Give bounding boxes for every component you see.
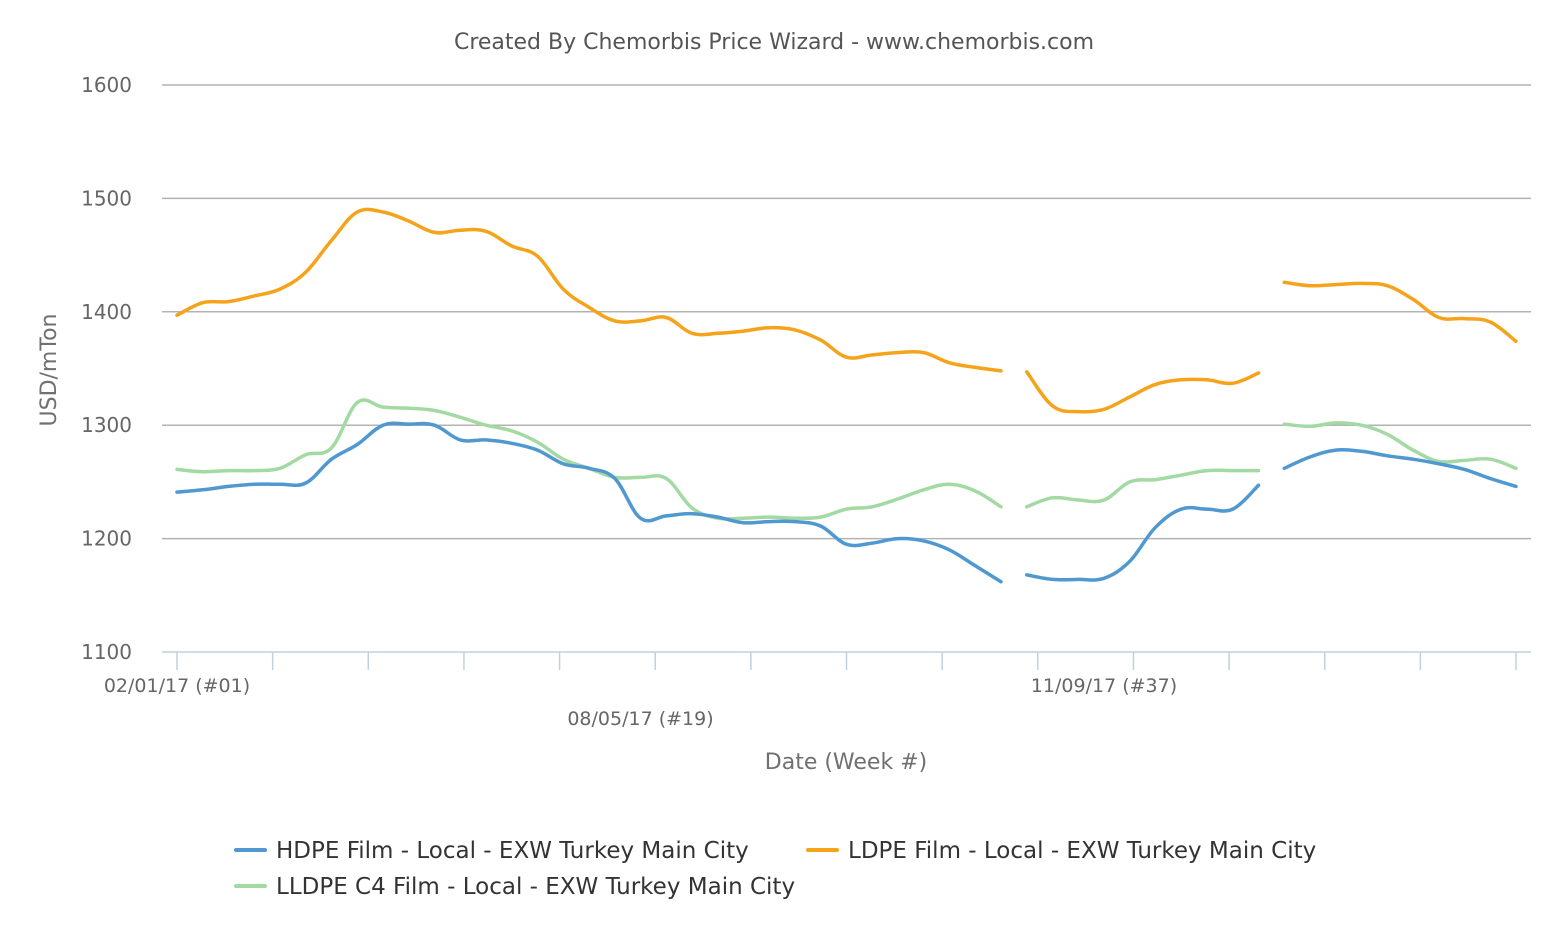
series-line-ldpe bbox=[1025, 370, 1261, 414]
y-tick-label: 1500 bbox=[81, 186, 132, 210]
y-axis-title: USD/mTon bbox=[37, 314, 62, 427]
series-line-lldpe bbox=[175, 398, 1003, 521]
x-axis-title: Date (Week #) bbox=[765, 750, 927, 775]
y-tick-label: 1400 bbox=[81, 300, 132, 324]
grid-lines bbox=[162, 84, 1531, 540]
legend: HDPE Film - Local - EXW Turkey Main City… bbox=[234, 838, 1316, 900]
series-line-hdpe bbox=[1025, 483, 1261, 582]
y-tick-label: 1200 bbox=[81, 527, 132, 551]
series-line-hdpe bbox=[1282, 447, 1518, 489]
series-line-lldpe bbox=[1025, 468, 1261, 509]
chart-title: Created By Chemorbis Price Wizard - www.… bbox=[454, 30, 1094, 55]
x-tick-label: 11/09/17 (#37) bbox=[1031, 675, 1177, 697]
x-tick-label: 08/05/17 (#19) bbox=[567, 708, 713, 730]
series-line-hdpe bbox=[175, 421, 1003, 584]
x-tick-label: 02/01/17 (#01) bbox=[104, 675, 250, 697]
legend-label-hdpe: HDPE Film - Local - EXW Turkey Main City bbox=[276, 838, 749, 864]
x-axis-labels: 02/01/17 (#01) 08/05/17 (#19) 11/09/17 (#3… bbox=[104, 675, 1177, 730]
legend-label-lldpe: LLDPE C4 Film - Local - EXW Turkey Main … bbox=[276, 874, 795, 900]
series-line-ldpe bbox=[175, 207, 1003, 373]
legend-label-ldpe: LDPE Film - Local - EXW Turkey Main City bbox=[848, 838, 1316, 864]
series-line-lldpe bbox=[1282, 421, 1518, 471]
y-tick-label: 1600 bbox=[81, 73, 132, 97]
y-tick-label: 1100 bbox=[81, 640, 132, 664]
series-lines bbox=[175, 207, 1518, 584]
x-axis bbox=[162, 651, 1531, 670]
y-tick-label: 1300 bbox=[81, 413, 132, 437]
y-axis-labels: 1100 1200 1300 1400 1500 1600 bbox=[81, 73, 132, 664]
series-line-ldpe bbox=[1282, 280, 1518, 344]
